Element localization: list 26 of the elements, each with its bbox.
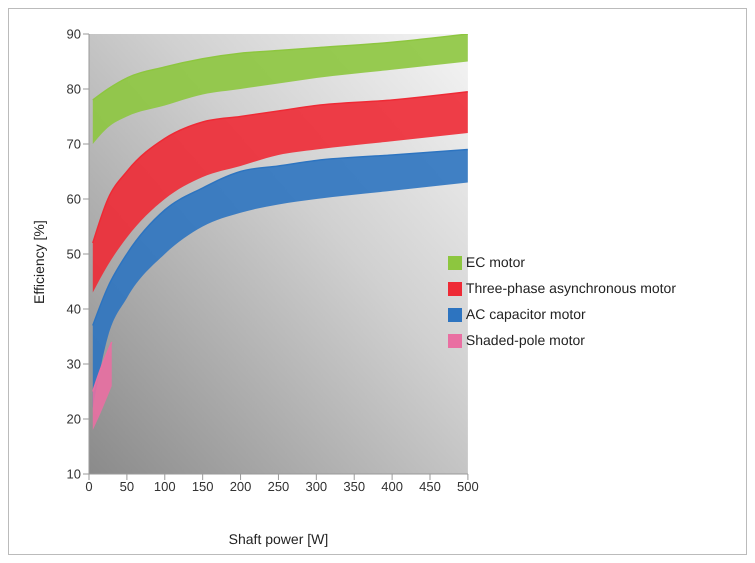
x-tick-label: 150 [192,479,214,494]
x-tick-label: 400 [381,479,403,494]
y-tick-label: 30 [66,356,81,372]
x-tick-label: 350 [343,479,366,494]
legend-label: Shaded-pole motor [466,332,585,348]
x-tick-label: 300 [305,479,328,494]
x-tick-label: 0 [85,479,93,494]
x-tick-label: 500 [457,479,479,494]
legend-label: EC motor [466,254,526,270]
y-axis-title: Efficiency [%] [30,220,47,304]
y-tick-label: 20 [66,412,81,427]
legend-label: Three-phase asynchronous motor [466,280,676,296]
y-tick-label: 50 [66,246,81,262]
x-tick-label: 50 [120,479,134,494]
legend-label: AC capacitor motor [466,306,586,322]
x-tick-label: 200 [230,479,252,494]
y-tick-label: 80 [66,82,81,97]
y-tick-label: 70 [66,136,81,152]
y-tick-label: 60 [66,192,81,207]
y-tick-label: 10 [66,466,81,482]
x-axis-title: Shaft power [W] [228,530,328,547]
x-tick-label: 100 [154,479,176,494]
x-tick-label: 450 [419,479,441,494]
y-tick-label: 90 [66,26,81,42]
x-tick-label: 250 [268,479,290,494]
y-tick-label: 40 [66,302,81,317]
